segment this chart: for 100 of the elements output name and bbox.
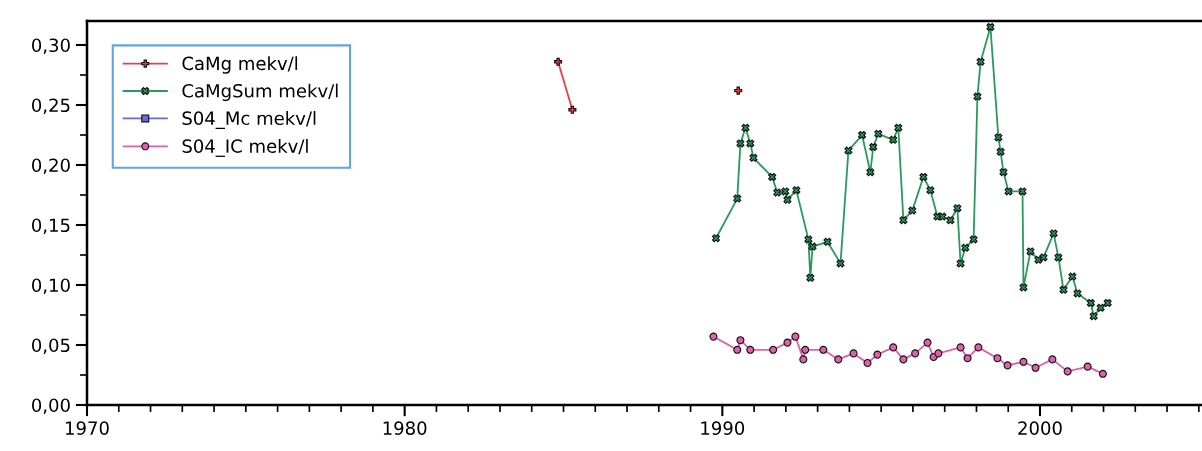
point bbox=[938, 212, 947, 221]
point bbox=[768, 172, 777, 182]
point bbox=[749, 153, 758, 162]
point bbox=[806, 273, 815, 282]
point bbox=[974, 343, 983, 352]
point bbox=[899, 216, 908, 225]
point bbox=[923, 338, 932, 347]
point bbox=[956, 259, 965, 268]
point bbox=[741, 123, 750, 132]
point bbox=[993, 354, 1002, 363]
legend-label: CaMg mekv/l bbox=[182, 56, 298, 74]
point bbox=[911, 349, 920, 358]
point bbox=[873, 350, 882, 359]
point bbox=[961, 243, 970, 252]
point bbox=[736, 139, 745, 148]
y-tick-label: 0,10 bbox=[32, 278, 70, 294]
point bbox=[783, 338, 792, 347]
y-tick-label: 0,00 bbox=[32, 398, 70, 414]
point bbox=[791, 332, 800, 341]
point bbox=[554, 57, 563, 66]
point bbox=[1073, 289, 1082, 298]
y-tick-label: 0,25 bbox=[32, 98, 70, 114]
point bbox=[899, 355, 908, 364]
point bbox=[1019, 283, 1028, 292]
point bbox=[1068, 272, 1077, 281]
point bbox=[1089, 312, 1098, 321]
point bbox=[963, 354, 972, 363]
x-tick-label: 2000 bbox=[1018, 421, 1062, 435]
point bbox=[711, 234, 721, 243]
point bbox=[783, 195, 792, 204]
point bbox=[866, 168, 875, 177]
point bbox=[1018, 187, 1027, 196]
point bbox=[969, 235, 978, 244]
point bbox=[1031, 363, 1040, 372]
point bbox=[1063, 367, 1072, 376]
point bbox=[808, 242, 817, 251]
point bbox=[986, 22, 995, 32]
legend-label: CaMgSum mekv/l bbox=[182, 83, 338, 102]
point bbox=[889, 135, 898, 144]
point bbox=[1039, 253, 1048, 262]
y-tick-label: 0,05 bbox=[32, 338, 70, 354]
point bbox=[996, 147, 1005, 156]
point bbox=[1019, 357, 1028, 366]
point bbox=[769, 345, 778, 354]
point bbox=[733, 345, 742, 354]
point bbox=[1096, 303, 1105, 312]
point bbox=[736, 336, 745, 345]
point bbox=[863, 358, 872, 368]
point bbox=[773, 188, 782, 197]
point bbox=[934, 349, 943, 358]
point bbox=[834, 355, 843, 364]
point bbox=[823, 237, 832, 246]
point bbox=[976, 57, 985, 66]
point bbox=[946, 216, 955, 225]
point bbox=[874, 129, 883, 138]
x-tick-label: 1980 bbox=[383, 421, 427, 435]
point bbox=[1059, 285, 1068, 294]
point bbox=[1054, 253, 1063, 262]
point bbox=[733, 194, 742, 203]
point bbox=[849, 349, 858, 358]
point bbox=[999, 168, 1008, 177]
point bbox=[1003, 361, 1012, 370]
point bbox=[1026, 247, 1035, 256]
y-tick-label: 0,30 bbox=[32, 38, 70, 54]
point bbox=[908, 206, 917, 215]
point bbox=[926, 186, 935, 195]
point bbox=[894, 123, 903, 132]
point bbox=[734, 86, 743, 95]
legend-label: S04_Mc mekv/l bbox=[182, 111, 316, 130]
x-tick-label: 1990 bbox=[701, 421, 745, 435]
point bbox=[746, 139, 755, 148]
point bbox=[844, 146, 853, 155]
point bbox=[836, 259, 845, 268]
point bbox=[956, 343, 965, 352]
point bbox=[709, 332, 718, 341]
legend-label: S04_IC mekv/l bbox=[182, 138, 308, 157]
point bbox=[792, 186, 801, 195]
point bbox=[1004, 187, 1013, 196]
point bbox=[1103, 298, 1112, 308]
point bbox=[804, 235, 813, 244]
point bbox=[781, 187, 790, 196]
point bbox=[889, 343, 898, 352]
point bbox=[858, 130, 867, 140]
point bbox=[1098, 369, 1107, 378]
point bbox=[1083, 362, 1092, 371]
point bbox=[994, 133, 1003, 142]
point bbox=[568, 105, 577, 114]
point bbox=[973, 92, 982, 101]
y-tick-label: 0,15 bbox=[32, 218, 70, 234]
point bbox=[746, 345, 755, 354]
point bbox=[1048, 355, 1057, 364]
point bbox=[953, 204, 962, 213]
point bbox=[1086, 298, 1095, 308]
x-tick-label: 1970 bbox=[66, 421, 109, 435]
point bbox=[801, 345, 810, 354]
point bbox=[819, 345, 828, 354]
y-tick-label: 0,20 bbox=[32, 158, 70, 174]
point bbox=[799, 355, 808, 364]
point bbox=[1049, 229, 1058, 238]
point bbox=[919, 172, 928, 182]
